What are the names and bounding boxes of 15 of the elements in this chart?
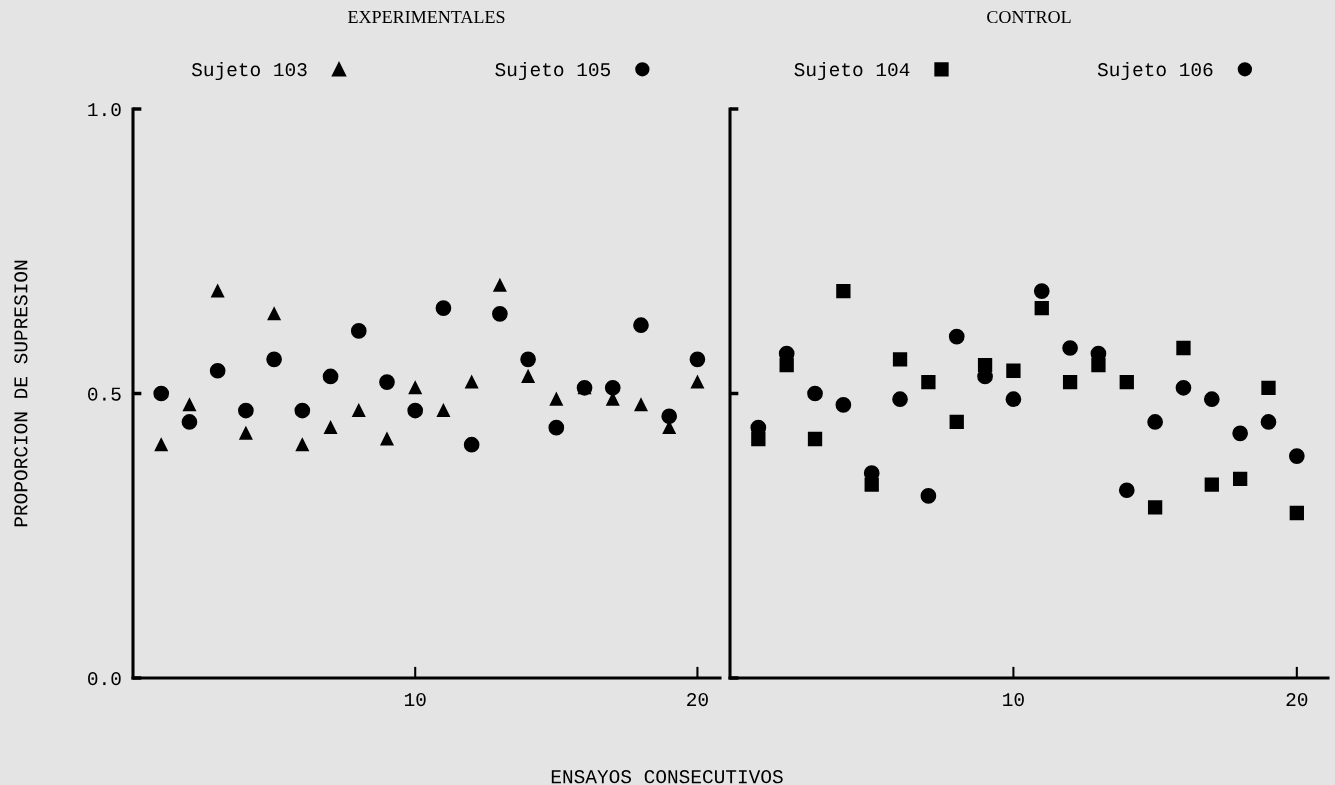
legend-label: Sujeto 103 — [191, 61, 307, 81]
x-tick-label: 20 — [1286, 692, 1308, 707]
y-axis-title: PROPORCION DE SUPRESION — [14, 260, 28, 527]
y-tick-label: 0.5 — [88, 387, 121, 401]
chart-title: EXPERIMENTALES — [348, 10, 505, 24]
chart-title: CONTROL — [987, 10, 1071, 24]
x-tick-label: 10 — [1003, 692, 1024, 707]
legend-label: Sujeto 106 — [1097, 61, 1213, 81]
x-tick-label: 10 — [404, 692, 426, 707]
x-tick-label: 20 — [687, 692, 708, 707]
legend-label: Sujeto 105 — [495, 61, 611, 81]
legend-label: Sujeto 104 — [794, 61, 910, 81]
x-axis-title: ENSAYOS CONSECUTIVOS — [551, 770, 783, 784]
y-tick-label: 1.0 — [88, 103, 121, 117]
y-tick-label: 0.0 — [88, 672, 121, 686]
